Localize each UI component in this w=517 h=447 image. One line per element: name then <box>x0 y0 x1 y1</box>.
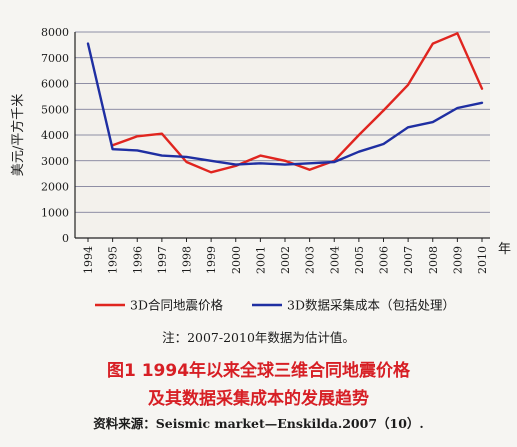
legend-label: 3D数据采集成本（包括处理） <box>287 298 455 313</box>
x-tick-label: 2001 <box>254 246 267 274</box>
x-tick-label: 2005 <box>353 246 366 274</box>
x-tick-label: 2006 <box>378 246 391 274</box>
x-tick-label: 2009 <box>451 246 464 274</box>
x-tick-label: 1998 <box>181 246 194 274</box>
y-tick-label: 6000 <box>41 78 69 91</box>
legend-label: 3D合同地震价格 <box>130 298 223 313</box>
note-text: 注：2007-2010年数据为估计值。 <box>162 330 355 345</box>
source-text: 资料来源：Seismic market—Enskilda.2007（10）. <box>93 416 424 431</box>
x-tick-label: 1995 <box>107 246 120 274</box>
x-tick-label: 2002 <box>279 246 292 274</box>
x-tick-label: 1994 <box>82 246 95 274</box>
y-tick-label: 1000 <box>41 206 69 219</box>
x-tick-label: 2007 <box>402 246 415 274</box>
x-axis-unit: 年 <box>498 242 511 257</box>
x-tick-label: 2003 <box>304 246 317 274</box>
y-tick-label: 5000 <box>41 103 69 116</box>
figure-title-line2: 及其数据采集成本的发展趋势 <box>148 389 369 409</box>
x-tick-label: 1996 <box>131 246 144 274</box>
x-tick-label: 2010 <box>476 246 489 274</box>
y-tick-label: 2000 <box>41 181 69 194</box>
x-tick-label: 2004 <box>328 246 341 274</box>
y-tick-label: 4000 <box>41 129 69 142</box>
x-tick-label: 1999 <box>205 246 218 274</box>
y-tick-label: 8000 <box>41 26 69 39</box>
line-chart: 0 1000 2000 3000 4000 5000 6000 7000 8000 1994 199… <box>10 26 511 313</box>
figure-title-line1: 图1 1994年以来全球三维合同地震价格 <box>106 361 411 381</box>
series-line-contract-price <box>111 32 484 174</box>
series-line-acquisition-cost <box>86 42 484 166</box>
y-tick-label: 0 <box>62 232 69 245</box>
x-tick-label: 2000 <box>230 246 243 274</box>
x-tick-label: 1997 <box>156 246 169 274</box>
y-tick-label: 7000 <box>41 52 69 65</box>
x-tick-label: 2008 <box>427 246 440 274</box>
y-axis-label: 美元/平方千米 <box>10 94 26 176</box>
y-tick-label: 3000 <box>41 155 69 168</box>
